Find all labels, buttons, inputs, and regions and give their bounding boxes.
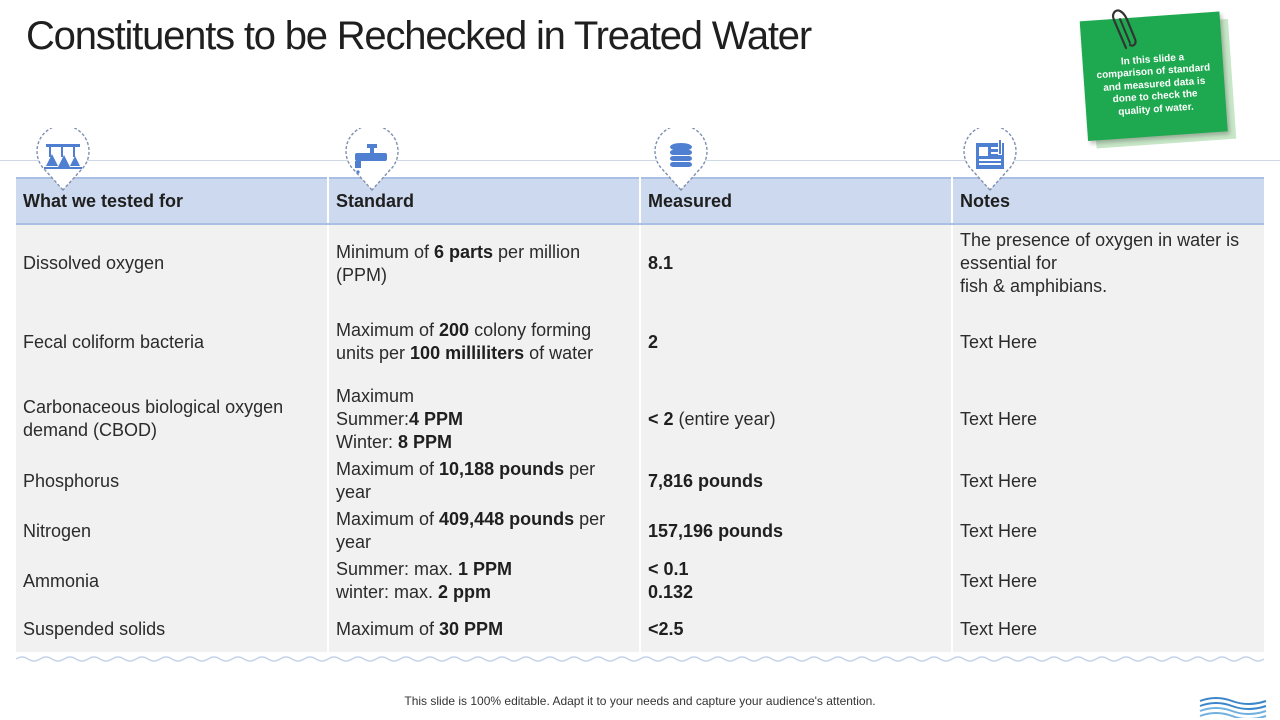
- cell-standard: Summer: max. 1 PPM winter: max. 2 ppm: [328, 556, 641, 606]
- header-notes: Notes: [952, 177, 1264, 225]
- cell-tested-for: Phosphorus: [16, 456, 329, 506]
- cell-standard: Maximum of 200 colony forming units per …: [328, 302, 641, 382]
- cell-notes: Text Here: [952, 382, 1264, 456]
- cell-tested-for: Suspended solids: [16, 606, 329, 652]
- cell-measured: 7,816 pounds: [640, 456, 953, 506]
- cell-tested-for: Ammonia: [16, 556, 329, 606]
- divider-line: [0, 160, 1280, 161]
- cell-tested-for: Dissolved oxygen: [16, 224, 329, 302]
- cell-measured: < 0.1 0.132: [640, 556, 953, 606]
- cell-notes: Text Here: [952, 456, 1264, 506]
- table-row: Ammonia Summer: max. 1 PPM winter: max. 2 …: [16, 556, 1264, 606]
- cell-measured: 2: [640, 302, 953, 382]
- wave-divider: [16, 656, 1264, 662]
- cell-standard: Minimum of 6 parts per million (PPM): [328, 224, 641, 302]
- cell-notes: The presence of oxygen in water is essen…: [952, 224, 1264, 302]
- table-row: Dissolved oxygen Minimum of 6 parts per m…: [16, 224, 1264, 302]
- table-header-row: What we tested for Standard Measured Not…: [16, 177, 1264, 225]
- document-icon: [963, 128, 1017, 192]
- cell-notes: Text Here: [952, 556, 1264, 606]
- cell-notes: Text Here: [952, 506, 1264, 556]
- cell-standard: Maximum of 30 PPM: [328, 606, 641, 652]
- sticky-note-sheet: In this slide a comparison of standard a…: [1079, 11, 1228, 142]
- cell-measured: <2.5: [640, 606, 953, 652]
- table-row: Phosphorus Maximum of 10,188 pounds per y…: [16, 456, 1264, 506]
- cell-notes: Text Here: [952, 606, 1264, 652]
- table-row: Carbonaceous biological oxygen demand (C…: [16, 382, 1264, 456]
- cell-standard: Maximum of 409,448 pounds per year: [328, 506, 641, 556]
- water-tap-icon: [345, 128, 399, 192]
- page-title: Constituents to be Rechecked in Treated …: [26, 14, 812, 58]
- lab-flask-icon: [36, 128, 90, 192]
- table-row: Nitrogen Maximum of 409,448 pounds per ye…: [16, 506, 1264, 556]
- cell-tested-for: Nitrogen: [16, 506, 329, 556]
- cell-measured: 8.1: [640, 224, 953, 302]
- cell-tested-for: Fecal coliform bacteria: [16, 302, 329, 382]
- water-constituents-table: What we tested for Standard Measured Not…: [16, 177, 1264, 652]
- footer-text: This slide is 100% editable. Adapt it to…: [404, 694, 876, 708]
- sticky-note-text: In this slide a comparison of standard a…: [1096, 51, 1211, 118]
- header-standard: Standard: [328, 177, 641, 225]
- header-what-tested: What we tested for: [16, 177, 329, 225]
- table-row: Fecal coliform bacteria Maximum of 200 co…: [16, 302, 1264, 382]
- cell-tested-for: Carbonaceous biological oxygen demand (C…: [16, 382, 329, 456]
- table-row: Suspended solids Maximum of 30 PPM <2.5 Te…: [16, 606, 1264, 652]
- cell-standard: Maximum of 10,188 pounds per year: [328, 456, 641, 506]
- paperclip-icon: [1112, 9, 1137, 50]
- header-measured: Measured: [640, 177, 953, 225]
- cell-standard: Maximum Summer:4 PPM Winter: 8 PPM: [328, 382, 641, 456]
- cell-notes: Text Here: [952, 302, 1264, 382]
- cell-measured: < 2 (entire year): [640, 382, 953, 456]
- database-icon: [654, 128, 708, 192]
- cell-measured: 157,196 pounds: [640, 506, 953, 556]
- wave-logo-icon: [1199, 697, 1267, 718]
